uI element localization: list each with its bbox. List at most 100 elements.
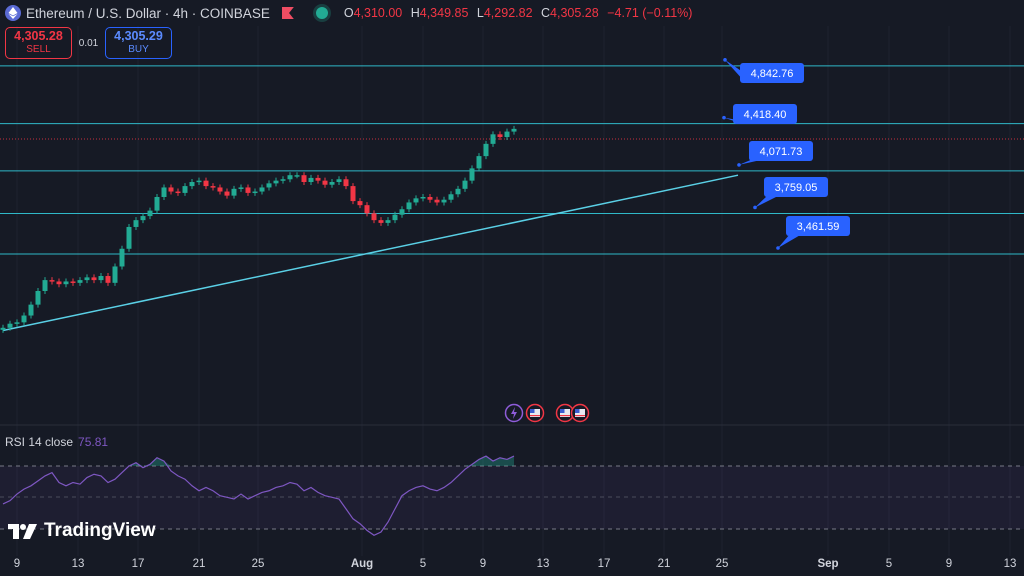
time-axis-tick-0: 9 — [13, 558, 21, 570]
candle-57 — [399, 206, 405, 218]
rsi-title: RSI 14 close — [5, 435, 74, 449]
candle-1 — [7, 320, 13, 331]
candle-62 — [434, 196, 440, 206]
level-callout-label-3: 3,759.05 — [775, 182, 818, 194]
candle-61 — [427, 193, 433, 203]
candle-28 — [196, 177, 202, 186]
candle-55 — [385, 217, 391, 226]
brand-name: TradingView — [44, 520, 156, 541]
time-axis-tick-6: 5 — [419, 558, 427, 570]
buy-price: 4,305.29 — [114, 29, 163, 43]
event-icons[interactable] — [504, 403, 590, 423]
candle-52 — [364, 202, 370, 217]
candle-51 — [357, 198, 363, 209]
candle-6 — [42, 277, 48, 295]
candle-35 — [245, 184, 251, 196]
trade-buttons: 4,305.28 SELL 0.01 4,305.29 BUY — [5, 27, 172, 59]
time-axis-tick-12: Sep — [817, 558, 839, 570]
candle-7 — [49, 277, 55, 285]
level-callout-4[interactable]: 3,461.59 — [776, 216, 850, 250]
candle-20 — [140, 213, 146, 224]
level-callout-2[interactable]: 4,071.73 — [737, 141, 813, 167]
sell-price: 4,305.28 — [14, 29, 63, 43]
candle-4 — [28, 301, 34, 319]
candle-21 — [147, 207, 153, 220]
horizontal-levels — [0, 65, 1024, 255]
candle-70 — [490, 131, 496, 147]
time-axis-tick-13: 5 — [885, 558, 893, 570]
level-callout-1[interactable]: 4,418.40 — [722, 104, 797, 124]
symbol-title[interactable]: Ethereum / U.S. Dollar · 4h · COINBASE — [26, 5, 270, 21]
candle-37 — [259, 184, 265, 195]
candle-2 — [14, 319, 20, 327]
candle-22 — [154, 193, 160, 214]
candle-0 — [0, 324, 6, 333]
market-status-icon[interactable] — [315, 7, 328, 19]
candle-54 — [378, 217, 384, 226]
candle-36 — [252, 188, 258, 196]
level-callouts: 4,842.76 4,418.40 4,071.73 3,759.05 3,461.59 — [722, 58, 850, 250]
time-axis-tick-4: 25 — [251, 558, 265, 570]
candle-8 — [56, 278, 62, 288]
candle-46 — [322, 177, 328, 188]
candle-67 — [469, 165, 475, 184]
candle-13 — [91, 274, 97, 284]
candle-53 — [371, 210, 377, 224]
buy-button[interactable]: 4,305.29 BUY — [105, 27, 172, 59]
candle-41 — [287, 172, 293, 183]
event-us-flag-icon-2[interactable] — [555, 403, 575, 423]
chart-grid — [16, 26, 1011, 556]
candle-32 — [224, 188, 230, 199]
level-callout-3[interactable]: 3,759.05 — [753, 177, 828, 210]
level-callout-label-2: 4,071.73 — [760, 146, 803, 158]
candle-23 — [161, 184, 167, 200]
candle-24 — [168, 184, 174, 195]
time-axis-tick-15: 13 — [1003, 558, 1017, 570]
time-axis-tick-11: 25 — [715, 558, 729, 570]
ohlc-close-value: 4,305.28 — [550, 6, 599, 20]
candle-5 — [35, 288, 41, 308]
time-axis-tick-2: 17 — [131, 558, 145, 570]
candle-66 — [462, 177, 468, 192]
candle-39 — [273, 177, 279, 187]
level-callout-label-4: 3,461.59 — [797, 221, 840, 233]
time-axis-tick-14: 9 — [945, 558, 953, 570]
ohlc-open-value: 4,310.00 — [353, 6, 403, 20]
candle-18 — [126, 223, 132, 252]
candle-17 — [119, 245, 125, 270]
symbol-header: Ethereum / U.S. Dollar · 4h · COINBASE O… — [0, 0, 1024, 26]
ohlc-open-key: O — [343, 6, 354, 20]
candle-15 — [105, 273, 111, 286]
candle-59 — [413, 195, 419, 206]
event-us-flag-icon-3[interactable] — [570, 403, 590, 423]
candle-25 — [175, 188, 181, 196]
rsi-legend[interactable]: RSI 14 close 75.81 — [5, 435, 108, 449]
level-callout-0[interactable]: 4,842.76 — [723, 58, 804, 83]
sell-button[interactable]: 4,305.28 SELL — [5, 27, 72, 59]
trendline[interactable] — [2, 174, 739, 332]
tradingview-logo[interactable]: TradingView — [8, 520, 156, 542]
candle-72 — [504, 128, 510, 141]
time-axis-tick-5: Aug — [350, 558, 374, 570]
event-us-flag-icon-1[interactable] — [525, 403, 545, 423]
ohlc-close-key: C — [541, 6, 551, 20]
time-axis[interactable]: 9 13 17 21 25 Aug 5 9 13 17 21 25 Sep 5 9 13 — [0, 556, 1024, 576]
candle-73 — [511, 125, 517, 135]
candle-29 — [203, 177, 209, 190]
rsi-line — [2, 455, 515, 536]
tradingview-logo-icon — [8, 524, 37, 539]
candle-49 — [343, 176, 349, 190]
candle-50 — [350, 183, 356, 205]
buy-label: BUY — [128, 44, 149, 55]
ohlc-low-key: L — [476, 6, 484, 20]
candle-60 — [420, 193, 426, 202]
candle-14 — [98, 273, 104, 284]
event-lightning-icon-0[interactable] — [504, 403, 524, 423]
rsi-value: 75.81 — [78, 435, 109, 449]
ohlc-high-key: H — [410, 6, 420, 20]
time-axis-tick-10: 21 — [657, 558, 671, 570]
candle-64 — [448, 191, 454, 203]
time-axis-tick-9: 17 — [597, 558, 611, 570]
flag-icon[interactable] — [281, 7, 294, 19]
